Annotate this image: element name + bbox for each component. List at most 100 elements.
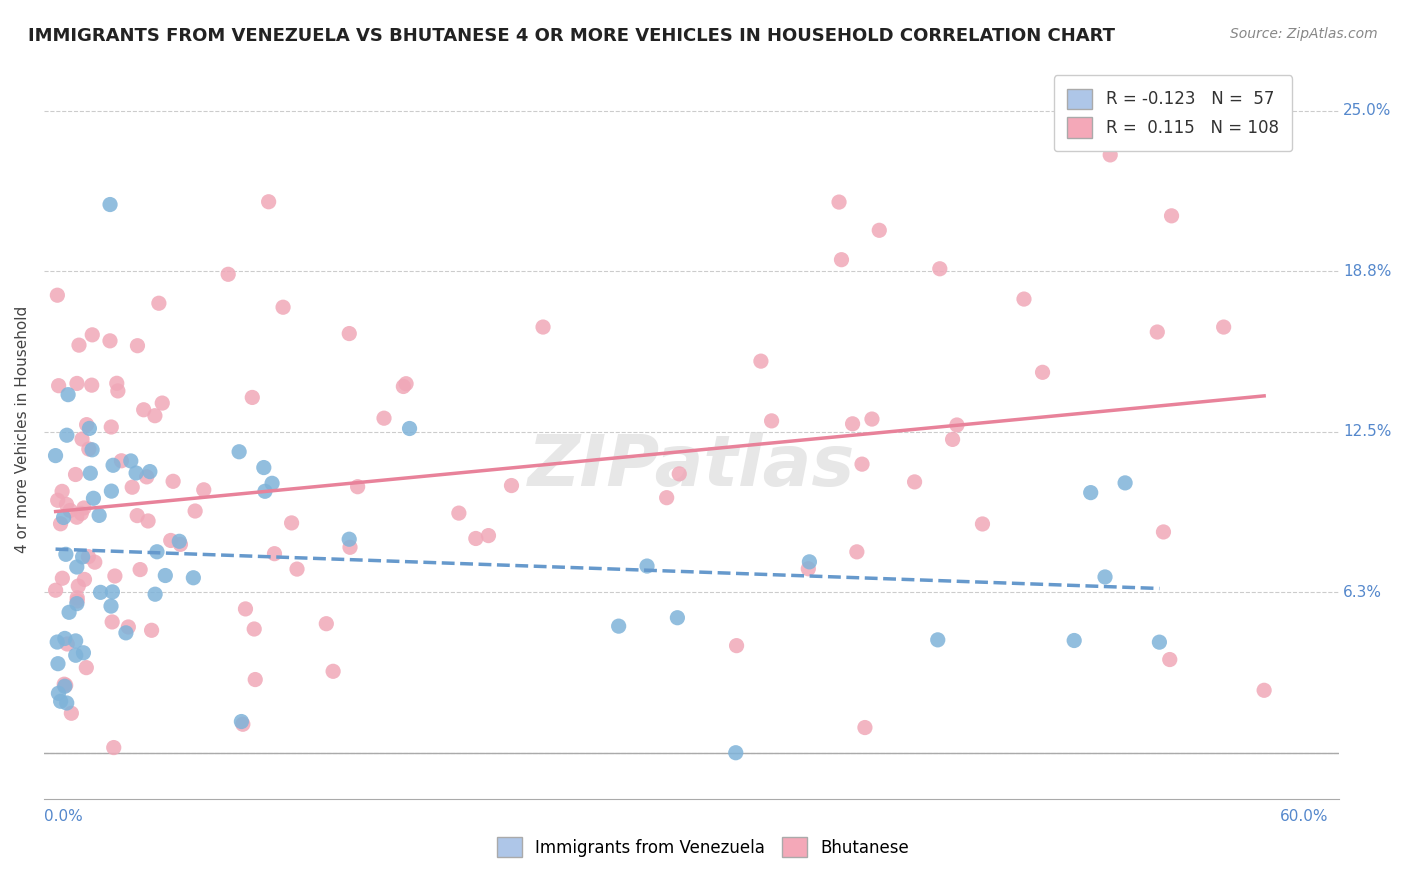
Text: 18.8%: 18.8% (1343, 264, 1392, 279)
Point (45, 583, 67, 598)
Point (395, 376, 418, 391)
Point (285, 562, 308, 576)
Point (1080, 485, 1102, 500)
Point (501, 478, 523, 492)
Point (56, 428, 79, 442)
Point (55, 678, 77, 692)
Point (107, 384, 129, 398)
Point (217, 268, 239, 282)
Point (66, 591, 89, 605)
Point (65, 648, 87, 663)
Point (464, 532, 486, 546)
Point (162, 475, 184, 489)
Point (46, 288, 69, 302)
Point (89, 508, 111, 523)
Point (127, 508, 149, 523)
Point (48, 686, 70, 700)
Point (139, 465, 162, 479)
Point (49, 694, 72, 708)
Point (89, 585, 111, 599)
Point (117, 620, 139, 634)
Point (53, 679, 76, 693)
Point (232, 717, 254, 731)
Point (322, 665, 344, 679)
Point (70, 432, 93, 446)
Point (82, 327, 104, 342)
Legend: Immigrants from Venezuela, Bhutanese: Immigrants from Venezuela, Bhutanese (489, 829, 917, 866)
Y-axis label: 4 or more Vehicles in Household: 4 or more Vehicles in Household (15, 306, 30, 553)
Point (1032, 365, 1054, 379)
Point (70, 507, 93, 521)
Point (77, 442, 100, 456)
Point (799, 555, 821, 569)
Point (903, 475, 925, 489)
Point (447, 506, 470, 520)
Point (66, 594, 89, 608)
Point (315, 616, 337, 631)
Point (169, 537, 191, 551)
Point (67, 338, 90, 352)
Point (263, 547, 285, 561)
Point (725, 639, 748, 653)
Point (146, 545, 169, 559)
Point (262, 476, 284, 491)
Point (103, 740, 125, 755)
Point (76, 417, 98, 432)
Point (46, 635, 69, 649)
Legend: R = -0.123   N =  57, R =  0.115   N = 108: R = -0.123 N = 57, R = 0.115 N = 108 (1054, 75, 1292, 151)
Point (66, 376, 89, 391)
Point (253, 460, 276, 475)
Point (868, 223, 890, 237)
Point (104, 569, 127, 583)
Point (148, 296, 170, 310)
Point (946, 417, 969, 432)
Point (132, 402, 155, 417)
Point (48, 378, 70, 392)
Text: 25.0%: 25.0% (1343, 103, 1392, 119)
Point (228, 444, 250, 458)
Point (159, 533, 181, 548)
Text: 0.0%: 0.0% (44, 809, 83, 824)
Point (46, 657, 69, 671)
Point (67, 579, 90, 593)
Point (83, 555, 105, 569)
Point (100, 599, 122, 614)
Point (53, 677, 76, 691)
Point (337, 326, 360, 341)
Point (339, 541, 361, 555)
Text: ZIPatlas: ZIPatlas (527, 432, 855, 500)
Point (761, 414, 783, 428)
Point (75, 660, 97, 674)
Point (1253, 683, 1275, 698)
Point (129, 563, 152, 577)
Point (1094, 570, 1116, 584)
Point (73, 573, 96, 587)
Point (53, 632, 76, 646)
Point (243, 622, 266, 636)
Point (245, 673, 267, 687)
Point (235, 602, 257, 616)
Point (125, 466, 148, 480)
Point (135, 470, 157, 484)
Point (98, 197, 121, 211)
Point (1159, 652, 1181, 666)
Point (928, 261, 950, 276)
Text: 60.0%: 60.0% (1281, 809, 1329, 824)
Point (346, 480, 368, 494)
Point (55, 696, 77, 710)
Point (49, 516, 72, 531)
Text: Source: ZipAtlas.com: Source: ZipAtlas.com (1230, 27, 1378, 41)
Point (183, 571, 205, 585)
Point (79, 421, 101, 435)
Point (66, 560, 89, 574)
Point (82, 491, 104, 506)
Text: IMMIGRANTS FROM VENEZUELA VS BHUTANESE 4 OR MORE VEHICLES IN HOUSEHOLD CORRELATI: IMMIGRANTS FROM VENEZUELA VS BHUTANESE 4… (28, 27, 1115, 45)
Point (98, 334, 121, 348)
Point (749, 354, 772, 368)
Point (66, 597, 89, 611)
Point (668, 467, 690, 481)
Point (46, 493, 69, 508)
Point (373, 411, 395, 425)
Point (257, 194, 280, 209)
Point (121, 480, 143, 494)
